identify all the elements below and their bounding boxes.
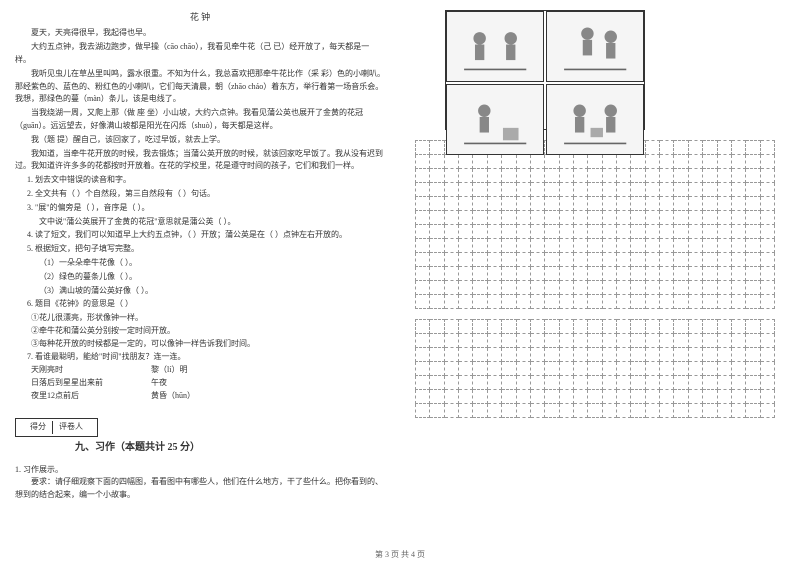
task-description: 要求：请仔细观察下面的四幅图，看看图中有哪些人，他们在什么地方，干了些什么。把你…: [15, 476, 385, 502]
question-1: 1. 划去文中错误的读音和字。: [27, 174, 385, 187]
para-2: 大约五点钟，我去湖边跑步，做早操（cāo chāo），我看见牵牛花（己 已）经开…: [15, 41, 385, 67]
question-5-2: （2）绿色的蔓条儿像（ ）。: [39, 271, 385, 284]
match-right-2: 午夜: [151, 377, 251, 390]
story-image-1: [446, 11, 544, 82]
match-row-1: 天刚亮时 黎（lí）明: [31, 364, 385, 377]
section-9-title: 九、习作（本题共计 25 分）: [75, 440, 385, 456]
writing-grid-1: [415, 140, 775, 309]
question-6-opt-c: ③每种花开放的时候都是一定的，可以像钟一样告诉我们时间。: [31, 338, 385, 351]
score-box: 得分 评卷人: [15, 418, 98, 437]
left-column: 花 钟 夏天，天亮得很早，我起得也早。 大约五点钟，我去湖边跑步，做早操（cāo…: [0, 0, 400, 565]
question-3a: 3. "展"的偏旁是（ ），音序是（ ）。: [27, 202, 385, 215]
match-left-1: 天刚亮时: [31, 364, 151, 377]
para-4: 当我绕湖一周，又爬上那（做 座 坐）小山坡，大约六点钟。我看见蒲公英也展开了金黄…: [15, 107, 385, 133]
story-image-4: [546, 84, 644, 155]
match-left-3: 夜里12点前后: [31, 390, 151, 403]
score-label-1: 得分: [24, 421, 53, 434]
match-left-2: 日落后到星星出来前: [31, 377, 151, 390]
match-right-3: 黄昏（hūn）: [151, 390, 251, 403]
right-column: [400, 0, 800, 565]
writing-grid-area-2: [415, 319, 785, 418]
task-number: 1. 习作展示。: [15, 464, 385, 477]
story-image-3: [446, 84, 544, 155]
question-5: 5. 根据短文，把句子填写完整。: [27, 243, 385, 256]
article-title: 花 钟: [15, 10, 385, 24]
question-5-3: （3）满山坡的蒲公英好像（ ）。: [39, 285, 385, 298]
para-3: 我听见虫儿在草丛里叫鸣，露水很重。不知为什么，我总喜欢把那牵牛花比作（采 彩）色…: [15, 68, 385, 106]
question-2: 2. 全文共有（ ）个自然段，第三自然段有（ ）句话。: [27, 188, 385, 201]
story-images-grid: [445, 10, 645, 130]
section-9-header: 得分 评卷人: [15, 418, 385, 437]
story-image-2: [546, 11, 644, 82]
page-footer: 第 3 页 共 4 页: [0, 549, 800, 560]
question-6-opt-b: ②牵牛花和蒲公英分别按一定时间开放。: [31, 325, 385, 338]
question-7: 7. 看谁最聪明，能给"时间"找朋友？连一连。: [27, 351, 385, 364]
question-6-opt-a: ①花儿很漂亮，形状像钟一样。: [31, 312, 385, 325]
writing-grid-2: [415, 319, 775, 418]
question-3b: 文中说"蒲公英展开了金黄的花冠"意思就是蒲公英（ ）。: [39, 216, 385, 229]
question-5-1: （1）一朵朵牵牛花像（ ）。: [39, 257, 385, 270]
score-label-2: 评卷人: [53, 421, 89, 434]
para-1: 夏天，天亮得很早，我起得也早。: [15, 27, 385, 40]
question-4: 4. 读了短文，我们可以知道早上大约五点钟，（ ）开放；蒲公英是在（ ）点钟左右…: [27, 229, 385, 242]
question-6: 6. 题目《花钟》的意思是（ ）: [27, 298, 385, 311]
para-6: 我知道，当牵牛花开放的时候，我去锻炼；当蒲公英开放的时候，就该回家吃早饭了。我从…: [15, 148, 385, 174]
match-right-1: 黎（lí）明: [151, 364, 251, 377]
match-row-3: 夜里12点前后 黄昏（hūn）: [31, 390, 385, 403]
match-row-2: 日落后到星星出来前 午夜: [31, 377, 385, 390]
para-5: 我（题 提）醒自己，该回家了，吃过早饭，就去上学。: [15, 134, 385, 147]
writing-grid-area-1: [415, 140, 785, 309]
